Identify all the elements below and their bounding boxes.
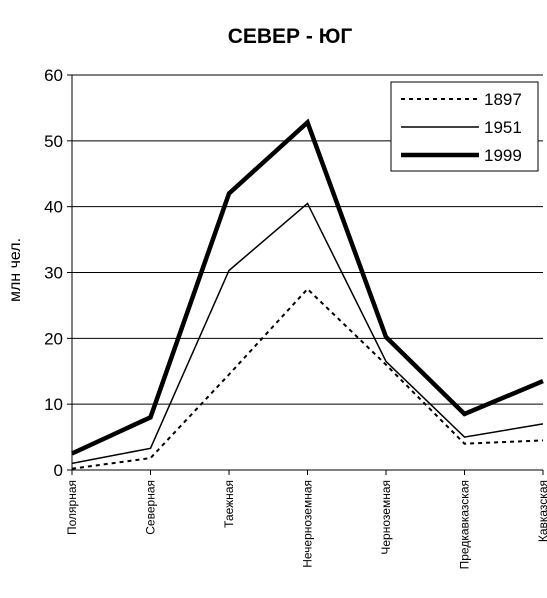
y-tick-label: 40 bbox=[44, 198, 63, 217]
y-tick-label: 20 bbox=[44, 329, 63, 348]
legend: 1897 1951 1999 bbox=[390, 81, 539, 172]
y-tick-label: 30 bbox=[44, 264, 63, 283]
series-line-1999 bbox=[71, 118, 544, 456]
x-tick-label: Предкавказская bbox=[458, 480, 472, 569]
x-tick-label: Кавказская bbox=[536, 480, 547, 542]
x-tick-label: Нечерноземная bbox=[301, 480, 315, 568]
series-line-1951 bbox=[71, 202, 544, 465]
y-tick-label: 50 bbox=[44, 132, 63, 151]
series-lines bbox=[71, 118, 544, 470]
legend-label-1999: 1999 bbox=[484, 146, 522, 165]
x-axis-ticks: Полярная Северная Таежная Нечерноземная Черн… bbox=[65, 470, 547, 569]
y-tick-label: 10 bbox=[44, 395, 63, 414]
x-tick-label: Северная bbox=[144, 480, 158, 535]
y-axis-ticks: 0 10 20 30 40 50 60 bbox=[44, 66, 72, 480]
chart-title: СЕВЕР - ЮГ bbox=[228, 25, 353, 48]
legend-label-1951: 1951 bbox=[484, 118, 522, 137]
legend-label-1897: 1897 bbox=[484, 90, 522, 109]
x-tick-label: Полярная bbox=[65, 480, 79, 535]
y-axis-label: млн чел. bbox=[7, 238, 24, 302]
grid-lines bbox=[72, 74, 543, 405]
x-tick-label: Черноземная bbox=[379, 480, 393, 555]
series-line-1897 bbox=[71, 287, 544, 470]
y-tick-label: 0 bbox=[54, 461, 63, 480]
x-tick-label: Таежная bbox=[222, 480, 236, 528]
y-tick-label: 60 bbox=[44, 66, 63, 85]
